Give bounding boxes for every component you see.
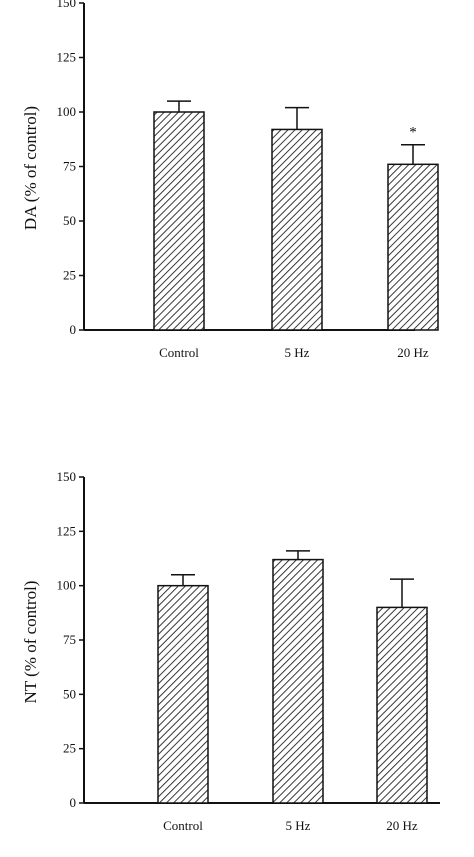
category-label: 20 Hz bbox=[386, 818, 418, 833]
bar bbox=[271, 128, 323, 331]
y-tick-label: 50 bbox=[63, 686, 76, 701]
y-tick-label: 100 bbox=[57, 578, 77, 593]
y-tick-label: 25 bbox=[63, 741, 76, 756]
y-ticks: 0 25 50 75 100 125 150 bbox=[57, 0, 84, 337]
category-label: Control bbox=[163, 818, 203, 833]
chart-da: * 0 25 50 75 100 125 150 Control 5 Hz 20 Hz DA (… bbox=[21, 0, 439, 360]
y-tick-label: 150 bbox=[57, 0, 77, 10]
category-label: 20 Hz bbox=[397, 345, 429, 360]
x-categories: Control 5 Hz 20 Hz bbox=[159, 345, 429, 360]
chart-nt: 0 25 50 75 100 125 150 Control 5 Hz 20 Hz NT (% … bbox=[21, 469, 440, 833]
y-tick-label: 75 bbox=[63, 632, 76, 647]
y-ticks: 0 25 50 75 100 125 150 bbox=[57, 469, 84, 810]
y-tick-label: 0 bbox=[70, 795, 77, 810]
y-tick-label: 0 bbox=[70, 322, 77, 337]
axes bbox=[83, 3, 415, 331]
bar bbox=[376, 606, 428, 804]
bar bbox=[272, 558, 324, 804]
bar bbox=[387, 163, 439, 331]
y-tick-label: 125 bbox=[57, 50, 77, 65]
y-tick-label: 150 bbox=[57, 469, 77, 484]
bars bbox=[157, 550, 428, 804]
bars: * bbox=[153, 100, 439, 331]
category-label: 5 Hz bbox=[285, 345, 310, 360]
y-axis-label: NT (% of control) bbox=[21, 581, 40, 704]
x-categories: Control 5 Hz 20 Hz bbox=[163, 818, 418, 833]
y-tick-label: 125 bbox=[57, 523, 77, 538]
bar bbox=[153, 111, 205, 331]
bar bbox=[157, 584, 209, 804]
significance-marker: * bbox=[409, 125, 417, 141]
y-tick-label: 25 bbox=[63, 268, 76, 283]
y-tick-label: 75 bbox=[63, 159, 76, 174]
category-label: 5 Hz bbox=[286, 818, 311, 833]
y-tick-label: 50 bbox=[63, 213, 76, 228]
y-axis-label: DA (% of control) bbox=[21, 106, 40, 230]
category-label: Control bbox=[159, 345, 199, 360]
y-tick-label: 100 bbox=[57, 104, 77, 119]
